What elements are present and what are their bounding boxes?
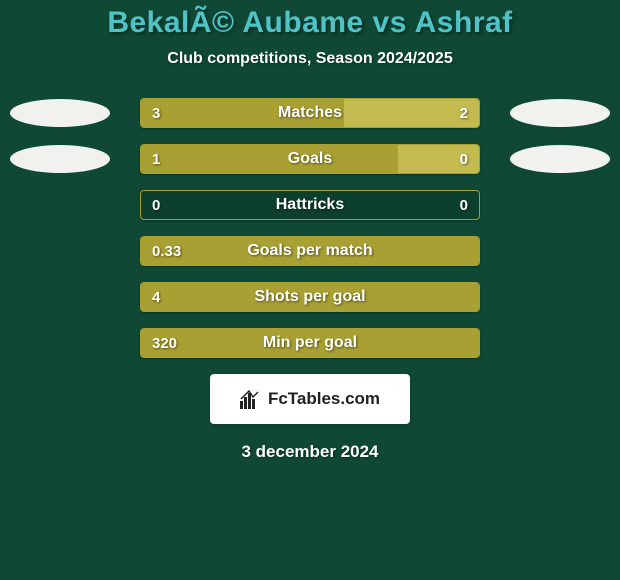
player-ellipse-left bbox=[10, 145, 110, 173]
bar-left bbox=[141, 237, 479, 265]
comparison-card: BekalÃ© Aubame vs Ashraf Club competitio… bbox=[0, 0, 620, 580]
stat-value-left: 3 bbox=[152, 98, 160, 128]
bar-chart-icon bbox=[240, 389, 262, 409]
bar-track bbox=[140, 236, 480, 266]
stat-row: Goals per match0.33 bbox=[0, 236, 620, 266]
bar-track bbox=[140, 282, 480, 312]
logo-box: FcTables.com bbox=[210, 374, 410, 424]
page-title: BekalÃ© Aubame vs Ashraf bbox=[0, 6, 620, 40]
bar-track bbox=[140, 98, 480, 128]
stat-value-right: 2 bbox=[460, 98, 468, 128]
stat-value-left: 4 bbox=[152, 282, 160, 312]
bar-track bbox=[140, 328, 480, 358]
bar-track bbox=[140, 190, 480, 220]
stat-rows: Matches32Goals10Hattricks00Goals per mat… bbox=[0, 98, 620, 358]
stat-value-left: 0.33 bbox=[152, 236, 181, 266]
subtitle: Club competitions, Season 2024/2025 bbox=[0, 50, 620, 68]
date-text: 3 december 2024 bbox=[0, 442, 620, 462]
bar-left bbox=[141, 99, 344, 127]
bar-track bbox=[140, 144, 480, 174]
player-ellipse-left bbox=[10, 99, 110, 127]
stat-value-right: 0 bbox=[460, 190, 468, 220]
stat-row: Min per goal320 bbox=[0, 328, 620, 358]
bar-left bbox=[141, 283, 479, 311]
player-ellipse-right bbox=[510, 145, 610, 173]
stat-row: Goals10 bbox=[0, 144, 620, 174]
stat-row: Shots per goal4 bbox=[0, 282, 620, 312]
stat-value-right: 0 bbox=[460, 144, 468, 174]
logo-text: FcTables.com bbox=[268, 389, 380, 409]
bar-left bbox=[141, 145, 398, 173]
bar-left bbox=[141, 329, 479, 357]
stat-row: Matches32 bbox=[0, 98, 620, 128]
stat-value-left: 320 bbox=[152, 328, 177, 358]
stat-row: Hattricks00 bbox=[0, 190, 620, 220]
stat-value-left: 1 bbox=[152, 144, 160, 174]
stat-value-left: 0 bbox=[152, 190, 160, 220]
player-ellipse-right bbox=[510, 99, 610, 127]
